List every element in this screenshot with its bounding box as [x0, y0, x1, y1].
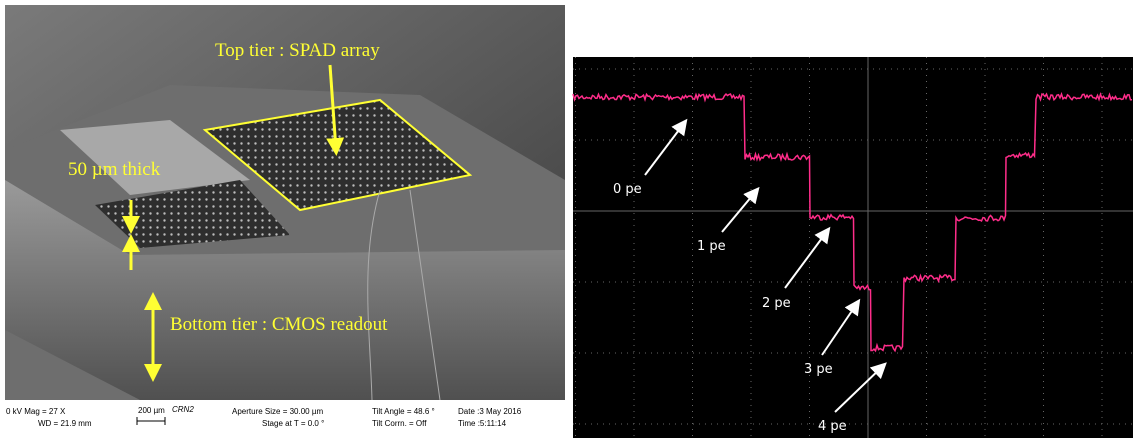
- pe-label: 2 pe: [762, 296, 791, 311]
- pe-label: 4 pe: [818, 419, 847, 434]
- pe-label: 0 pe: [613, 182, 642, 197]
- figure: Top tier : SPAD array 50 µm thick Bottom…: [0, 0, 1133, 438]
- pe-label: 1 pe: [697, 239, 726, 254]
- footer-text: 200 µm: [138, 406, 165, 415]
- annotation: 50 µm thick: [68, 159, 161, 180]
- footer-text: 0 kV Mag = 27 X: [6, 407, 66, 416]
- footer-text: Aperture Size = 30.00 µm: [232, 407, 323, 416]
- annotation: Top tier : SPAD array: [215, 40, 380, 61]
- annotation: Bottom tier : CMOS readout: [170, 314, 388, 335]
- footer-text: CRN2: [172, 405, 194, 414]
- sem-image: Top tier : SPAD array 50 µm thick Bottom…: [5, 5, 565, 430]
- oscilloscope: 0 pe 1 pe 2 pe 3 pe 4 pe: [573, 57, 1133, 438]
- footer-text: Stage at T = 0.0 °: [262, 419, 324, 428]
- pe-label: 3 pe: [804, 362, 833, 377]
- footer-text: Tilt Corrn. = Off: [372, 419, 427, 428]
- page: Top tier : SPAD array 50 µm thick Bottom…: [0, 0, 1133, 438]
- footer-text: Tilt Angle = 48.6 °: [372, 407, 435, 416]
- footer-text: Date :3 May 2016: [458, 407, 522, 416]
- footer-text: Time :5:11:14: [458, 419, 507, 428]
- footer-text: WD = 21.9 mm: [38, 419, 92, 428]
